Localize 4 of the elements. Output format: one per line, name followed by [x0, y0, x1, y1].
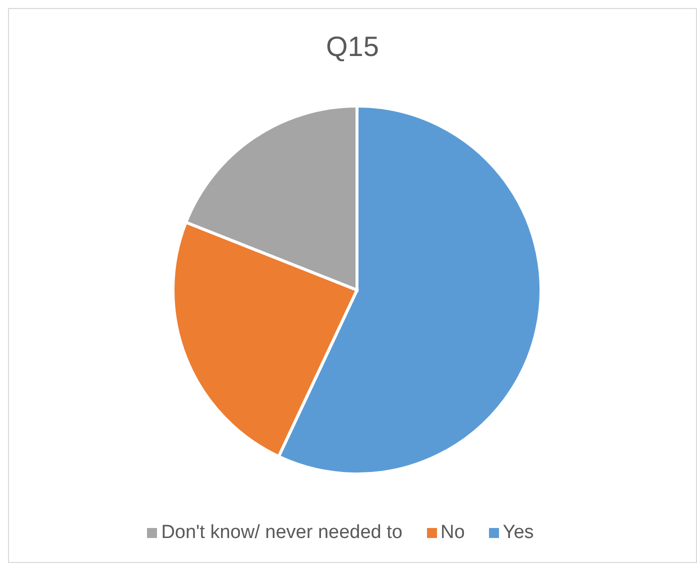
legend-label: Yes [502, 522, 534, 543]
legend-label: Don't know/ never needed to [161, 522, 402, 543]
legend-label: No [440, 522, 465, 543]
chart-title: Q15 [325, 31, 380, 63]
